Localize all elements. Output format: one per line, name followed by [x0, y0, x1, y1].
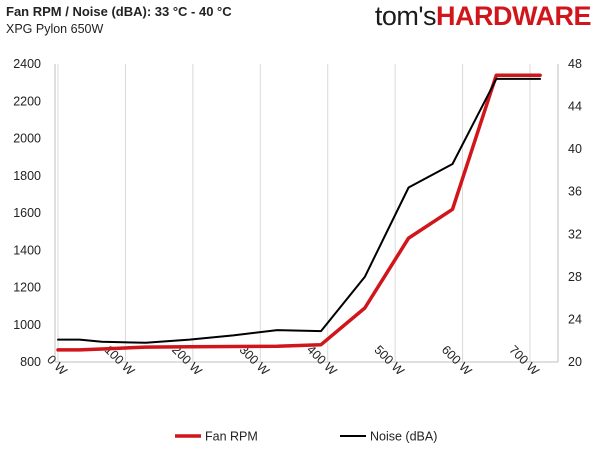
y-right-tick-label: 28 — [568, 270, 582, 284]
y-right-tick-label: 24 — [568, 312, 582, 326]
x-tick-label: 500 W — [371, 343, 407, 379]
y-right-tick-label: 20 — [568, 355, 582, 369]
y-right-tick-label: 40 — [568, 142, 582, 156]
y-left-tick-label: 800 — [20, 355, 41, 369]
y-left-tick-label: 1400 — [13, 243, 41, 257]
y-right-tick-label: 44 — [568, 100, 582, 114]
y-right-tick-label: 32 — [568, 227, 582, 241]
fan-rpm-line — [56, 73, 542, 352]
y-left-tick-label: 2000 — [13, 132, 41, 146]
x-tick-label: 600 W — [439, 343, 475, 379]
x-tick-label: 400 W — [304, 343, 340, 379]
x-tick-label: 0 W — [44, 352, 70, 378]
y-left-tick-label: 2400 — [13, 57, 41, 71]
chart-title: Fan RPM / Noise (dBA): 33 °C - 40 °C — [6, 4, 232, 19]
y-left-tick-label: 1000 — [13, 318, 41, 332]
logo-text-hardware: HARDWARE — [436, 1, 592, 31]
legend-noise-label: Noise (dBA) — [370, 430, 437, 444]
legend-fan-rpm-label: Fan RPM — [205, 430, 258, 444]
chart-subtitle: XPG Pylon 650W — [6, 22, 104, 36]
y-right-tick-label: 36 — [568, 185, 582, 199]
y-left-tick-label: 1200 — [13, 281, 41, 295]
noise-line — [57, 77, 542, 344]
logo-text-toms: tom's — [374, 1, 437, 31]
y-left-tick-label: 1800 — [13, 169, 41, 183]
toms-hardware-logo: tom'sHARDWARE — [374, 1, 592, 32]
y-right-tick-label: 48 — [568, 57, 582, 71]
y-left-tick-label: 1600 — [13, 206, 41, 220]
y-left-tick-label: 2200 — [13, 94, 41, 108]
x-tick-label: 700 W — [506, 343, 542, 379]
